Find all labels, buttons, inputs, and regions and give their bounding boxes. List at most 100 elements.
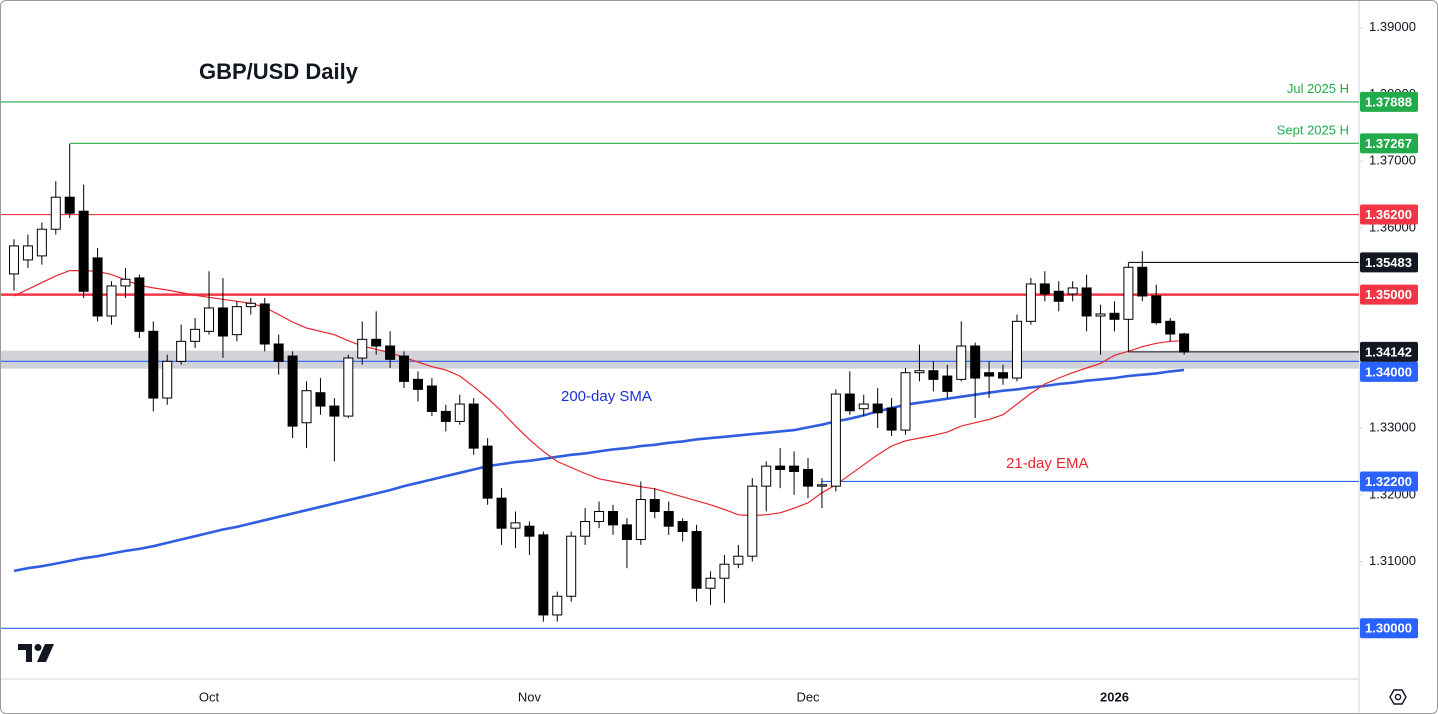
candle-body [607, 511, 618, 526]
candle-body [399, 355, 410, 382]
candle-body [1137, 266, 1148, 297]
candle-body [343, 357, 354, 417]
candle-body [385, 345, 396, 360]
price-label-box [1360, 252, 1418, 273]
candle-body [245, 302, 256, 308]
candle-body [440, 410, 451, 422]
price-label-box [1360, 91, 1418, 112]
candle-body [301, 390, 312, 424]
candle-body [747, 485, 758, 557]
candle-body [412, 378, 423, 390]
candle-body [621, 524, 632, 541]
candle-body [36, 228, 47, 257]
x-tick-label: 2026 [1100, 689, 1129, 704]
candle-body [942, 375, 953, 392]
candle-body [50, 196, 61, 230]
candle-body [315, 392, 326, 407]
price-label-box [1360, 133, 1418, 154]
candle-body [566, 535, 577, 597]
sma-annotation: 200-day SMA [561, 388, 652, 405]
candle-body [357, 338, 368, 359]
plot-area: Jul 2025 H Sept 2025 H [1, 81, 1359, 629]
price-label-box [1360, 471, 1418, 492]
candle-body [580, 521, 591, 537]
candle-body [1123, 266, 1134, 320]
candle-body [663, 511, 674, 527]
candle-body [970, 345, 981, 379]
x-tick-label: Dec [796, 689, 820, 704]
candle-body [524, 525, 535, 537]
candle-body [538, 534, 549, 616]
candle-body [231, 306, 242, 336]
price-label: 1.34142 [1365, 344, 1412, 359]
candle-body [928, 370, 939, 380]
chart-title: GBP/USD Daily [199, 59, 359, 84]
ema-annotation: 21-day EMA [1006, 455, 1089, 472]
price-label: 1.36200 [1365, 207, 1412, 222]
candle-body [510, 522, 521, 529]
candle-body [454, 403, 465, 422]
candle-body [858, 403, 869, 410]
y-tick-label: 1.37000 [1369, 153, 1416, 168]
x-tick-label: Oct [199, 689, 220, 704]
candle-body [677, 521, 688, 533]
candle-body [120, 278, 131, 287]
candle-body [217, 307, 228, 337]
candle-body [705, 577, 716, 589]
candle-body [1025, 283, 1036, 322]
price-label-box [1360, 284, 1418, 305]
candle-body [1039, 283, 1050, 295]
candle-body [998, 372, 1009, 379]
candle-body [496, 497, 507, 529]
candle-body [329, 405, 340, 417]
level-text: Sept 2025 H [1277, 122, 1349, 137]
candle-body [176, 340, 187, 362]
candle-body [134, 277, 145, 332]
settings-button[interactable] [1389, 689, 1407, 705]
candle-body [273, 343, 284, 362]
price-label-box [1360, 341, 1418, 362]
candle-body [1179, 333, 1190, 353]
x-tick-label: Nov [518, 689, 542, 704]
candle-body [789, 465, 800, 472]
candle-body [775, 465, 786, 470]
candle-body [204, 307, 215, 332]
candle-body [190, 328, 201, 342]
price-label-box [1360, 361, 1418, 382]
price-label: 1.35000 [1365, 287, 1412, 302]
candle-body [426, 385, 437, 412]
candle-body [148, 330, 159, 399]
candle-body [844, 393, 855, 412]
price-label: 1.30000 [1365, 621, 1412, 636]
candle-body [1165, 320, 1176, 335]
candle-body [886, 407, 897, 431]
candle-body [1067, 287, 1078, 295]
y-tick-label: 1.31000 [1369, 553, 1416, 568]
candle-body [552, 595, 563, 616]
candle-body [482, 445, 493, 499]
candle-body [9, 245, 19, 275]
candle-body [1011, 320, 1022, 379]
price-label: 1.34000 [1365, 364, 1412, 379]
price-label: 1.32200 [1365, 474, 1412, 489]
candle-body [691, 531, 702, 589]
y-tick-label: 1.39000 [1369, 19, 1416, 34]
candle-body [162, 360, 173, 399]
candle-body [914, 370, 925, 374]
candle-body [78, 210, 89, 292]
candle-body [1095, 313, 1106, 317]
level-text: Jul 2025 H [1287, 81, 1349, 96]
price-label: 1.35483 [1365, 255, 1412, 270]
candle-body [900, 372, 911, 431]
price-label: 1.37267 [1365, 136, 1412, 151]
candle-body [92, 257, 103, 317]
candle-body [984, 372, 995, 377]
candle-body [371, 338, 382, 347]
candle-body [259, 303, 270, 345]
candle-body [816, 484, 827, 487]
candle-body [956, 345, 967, 380]
candle-body [872, 403, 883, 414]
candle-body [830, 393, 841, 487]
